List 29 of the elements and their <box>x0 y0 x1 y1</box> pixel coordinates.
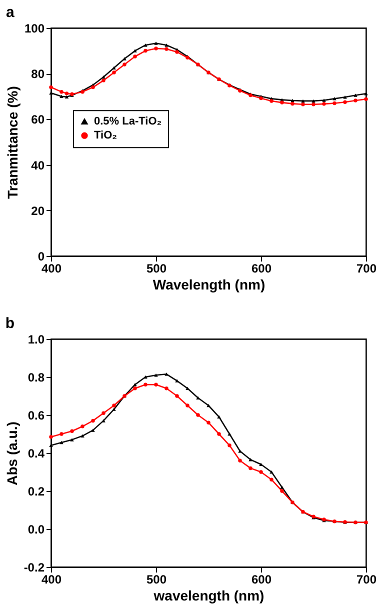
y-tick-label: 0.4 <box>28 446 45 460</box>
x-axis-title: wavelength (nm) <box>152 588 264 604</box>
legend-label: 0.5% La-TiO₂ <box>94 116 162 128</box>
y-tick-label: 1.0 <box>28 332 45 346</box>
y-tick-label: 40 <box>31 158 45 172</box>
y-tick-label: 0.0 <box>28 522 45 536</box>
y-tick-label: 100 <box>24 22 45 36</box>
chart-title: a <box>6 4 15 21</box>
x-tick-label: 500 <box>146 262 167 276</box>
x-tick-label: 700 <box>356 262 377 276</box>
x-tick-label: 400 <box>41 262 62 276</box>
x-tick-label: 500 <box>146 572 167 586</box>
y-tick-label: 0.8 <box>28 370 45 384</box>
y-tick-label: 0 <box>38 250 45 264</box>
y-tick-label: -0.2 <box>24 560 45 574</box>
y-tick-label: 0.6 <box>28 408 45 422</box>
y-tick-label: 20 <box>31 204 45 218</box>
chart-title: b <box>5 315 14 332</box>
y-tick-label: 80 <box>31 67 45 82</box>
y-tick-label: 0.2 <box>28 484 45 498</box>
legend-label: TiO₂ <box>94 130 118 142</box>
y-tick-label: 60 <box>31 112 45 127</box>
x-tick-label: 400 <box>41 572 62 586</box>
x-axis-title: Wavelength (nm) <box>152 276 266 292</box>
y-axis-title: Abs (a.u.) <box>4 422 20 486</box>
x-tick-label: 600 <box>251 572 272 586</box>
y-axis-title: Tranmittance (%) <box>4 86 20 199</box>
x-tick-label: 700 <box>356 572 377 586</box>
x-tick-label: 600 <box>251 262 272 276</box>
